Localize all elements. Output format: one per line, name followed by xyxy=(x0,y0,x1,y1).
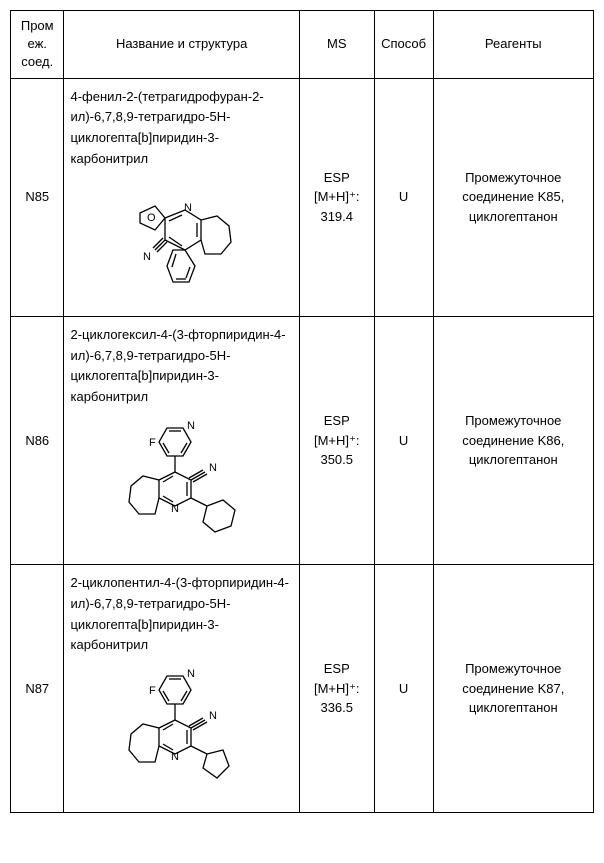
table-header-row: Пром еж. соед. Название и структура MS С… xyxy=(11,11,594,79)
compound-method: U xyxy=(374,78,433,316)
svg-text:N: N xyxy=(187,668,195,680)
svg-text:N: N xyxy=(171,751,179,763)
compound-ms: ESP [M+H]⁺: 350.5 xyxy=(299,316,374,564)
compound-ms: ESP [M+H]⁺: 336.5 xyxy=(299,564,374,812)
compound-structure: O N N xyxy=(70,178,292,308)
compound-structure: N F N N xyxy=(70,416,292,556)
svg-text:F: F xyxy=(149,437,156,449)
svg-text:N: N xyxy=(171,503,179,515)
compound-ms: ESP [M+H]⁺: 319.4 xyxy=(299,78,374,316)
svg-text:O: O xyxy=(147,212,156,224)
svg-text:N: N xyxy=(187,420,195,432)
compound-method: U xyxy=(374,316,433,564)
svg-text:F: F xyxy=(149,685,156,697)
compound-name: 4-фенил-2-(тетрагидрофуран-2-ил)-6,7,8,9… xyxy=(70,87,292,170)
svg-text:N: N xyxy=(184,202,192,214)
svg-text:N: N xyxy=(209,710,217,722)
compound-name-cell: 2-циклогексил-4-(3-фторпиридин-4-ил)-6,7… xyxy=(64,316,299,564)
compound-name-cell: 4-фенил-2-(тетрагидрофуран-2-ил)-6,7,8,9… xyxy=(64,78,299,316)
compound-name-cell: 2-циклопентил-4-(3-фторпиридин-4-ил)-6,7… xyxy=(64,564,299,812)
compound-name: 2-циклогексил-4-(3-фторпиридин-4-ил)-6,7… xyxy=(70,325,292,408)
header-ms: MS xyxy=(299,11,374,79)
compound-reagents: Промежуточное соединение K85, циклогепта… xyxy=(433,78,593,316)
svg-text:N: N xyxy=(143,251,151,263)
table-row: N86 2-циклогексил-4-(3-фторпиридин-4-ил)… xyxy=(11,316,594,564)
header-id: Пром еж. соед. xyxy=(11,11,64,79)
compound-table: Пром еж. соед. Название и структура MS С… xyxy=(10,10,594,813)
compound-id: N87 xyxy=(11,564,64,812)
compound-id: N85 xyxy=(11,78,64,316)
header-method: Способ xyxy=(374,11,433,79)
compound-structure: N F N N xyxy=(70,664,292,804)
compound-id: N86 xyxy=(11,316,64,564)
compound-method: U xyxy=(374,564,433,812)
compound-reagents: Промежуточное соединение K86, циклогепта… xyxy=(433,316,593,564)
svg-text:N: N xyxy=(209,462,217,474)
compound-reagents: Промежуточное соединение K87, циклогепта… xyxy=(433,564,593,812)
header-reagents: Реагенты xyxy=(433,11,593,79)
compound-name: 2-циклопентил-4-(3-фторпиридин-4-ил)-6,7… xyxy=(70,573,292,656)
table-row: N87 2-циклопентил-4-(3-фторпиридин-4-ил)… xyxy=(11,564,594,812)
table-row: N85 4-фенил-2-(тетрагидрофуран-2-ил)-6,7… xyxy=(11,78,594,316)
header-name: Название и структура xyxy=(64,11,299,79)
